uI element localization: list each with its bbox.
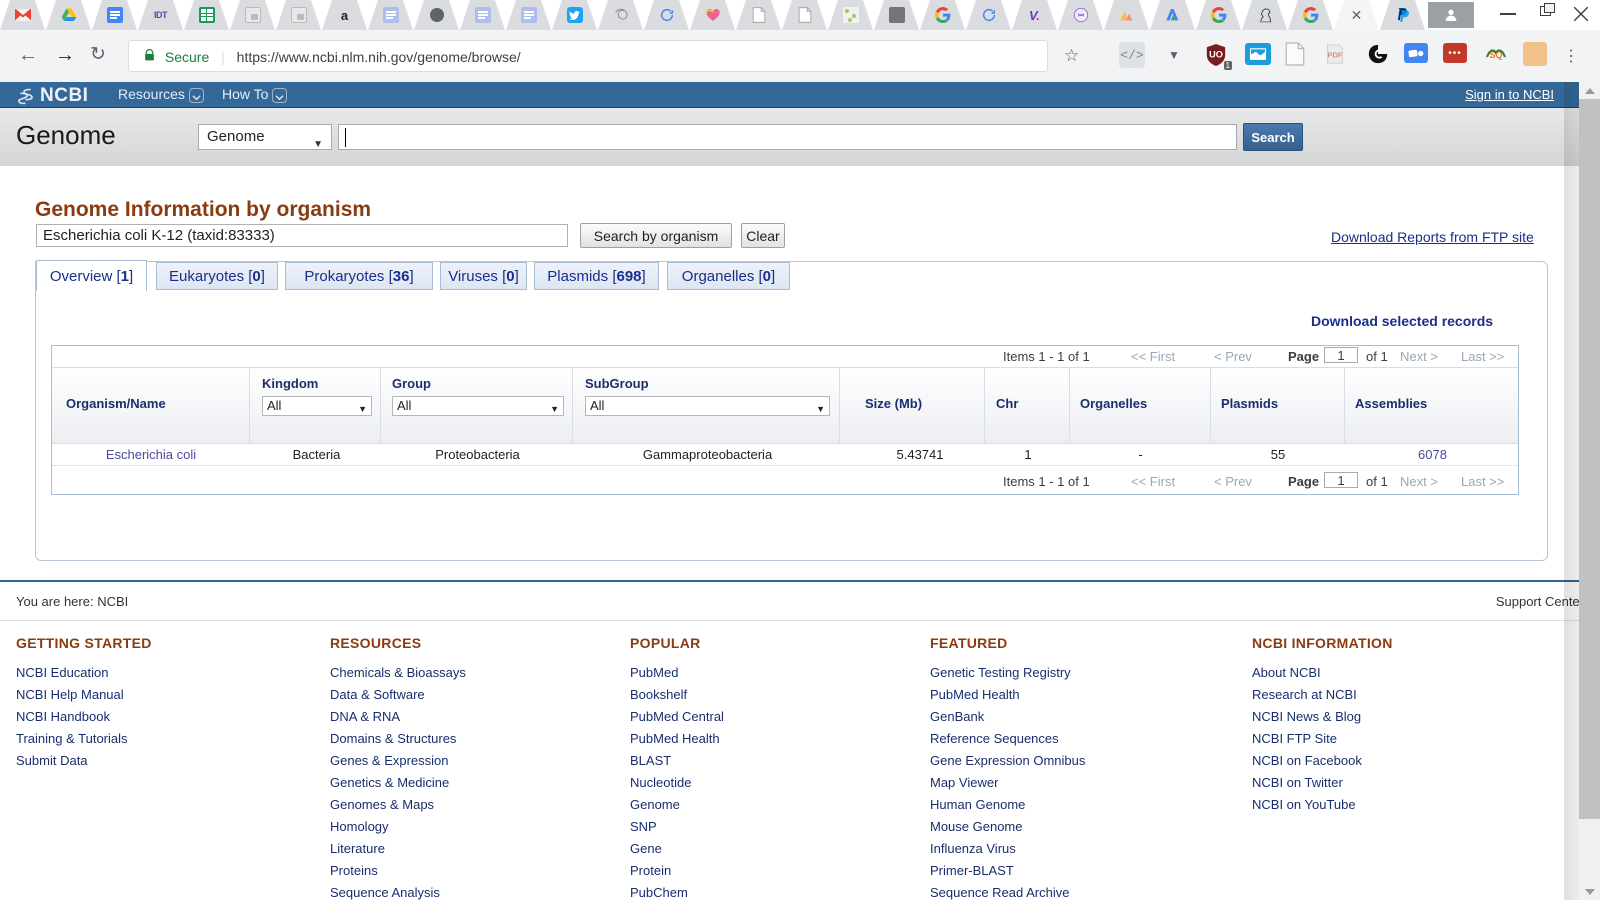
svg-text:SQ: SQ [1489, 50, 1502, 60]
svg-text:PDF: PDF [1328, 50, 1343, 59]
svg-text:UO: UO [1209, 49, 1223, 59]
